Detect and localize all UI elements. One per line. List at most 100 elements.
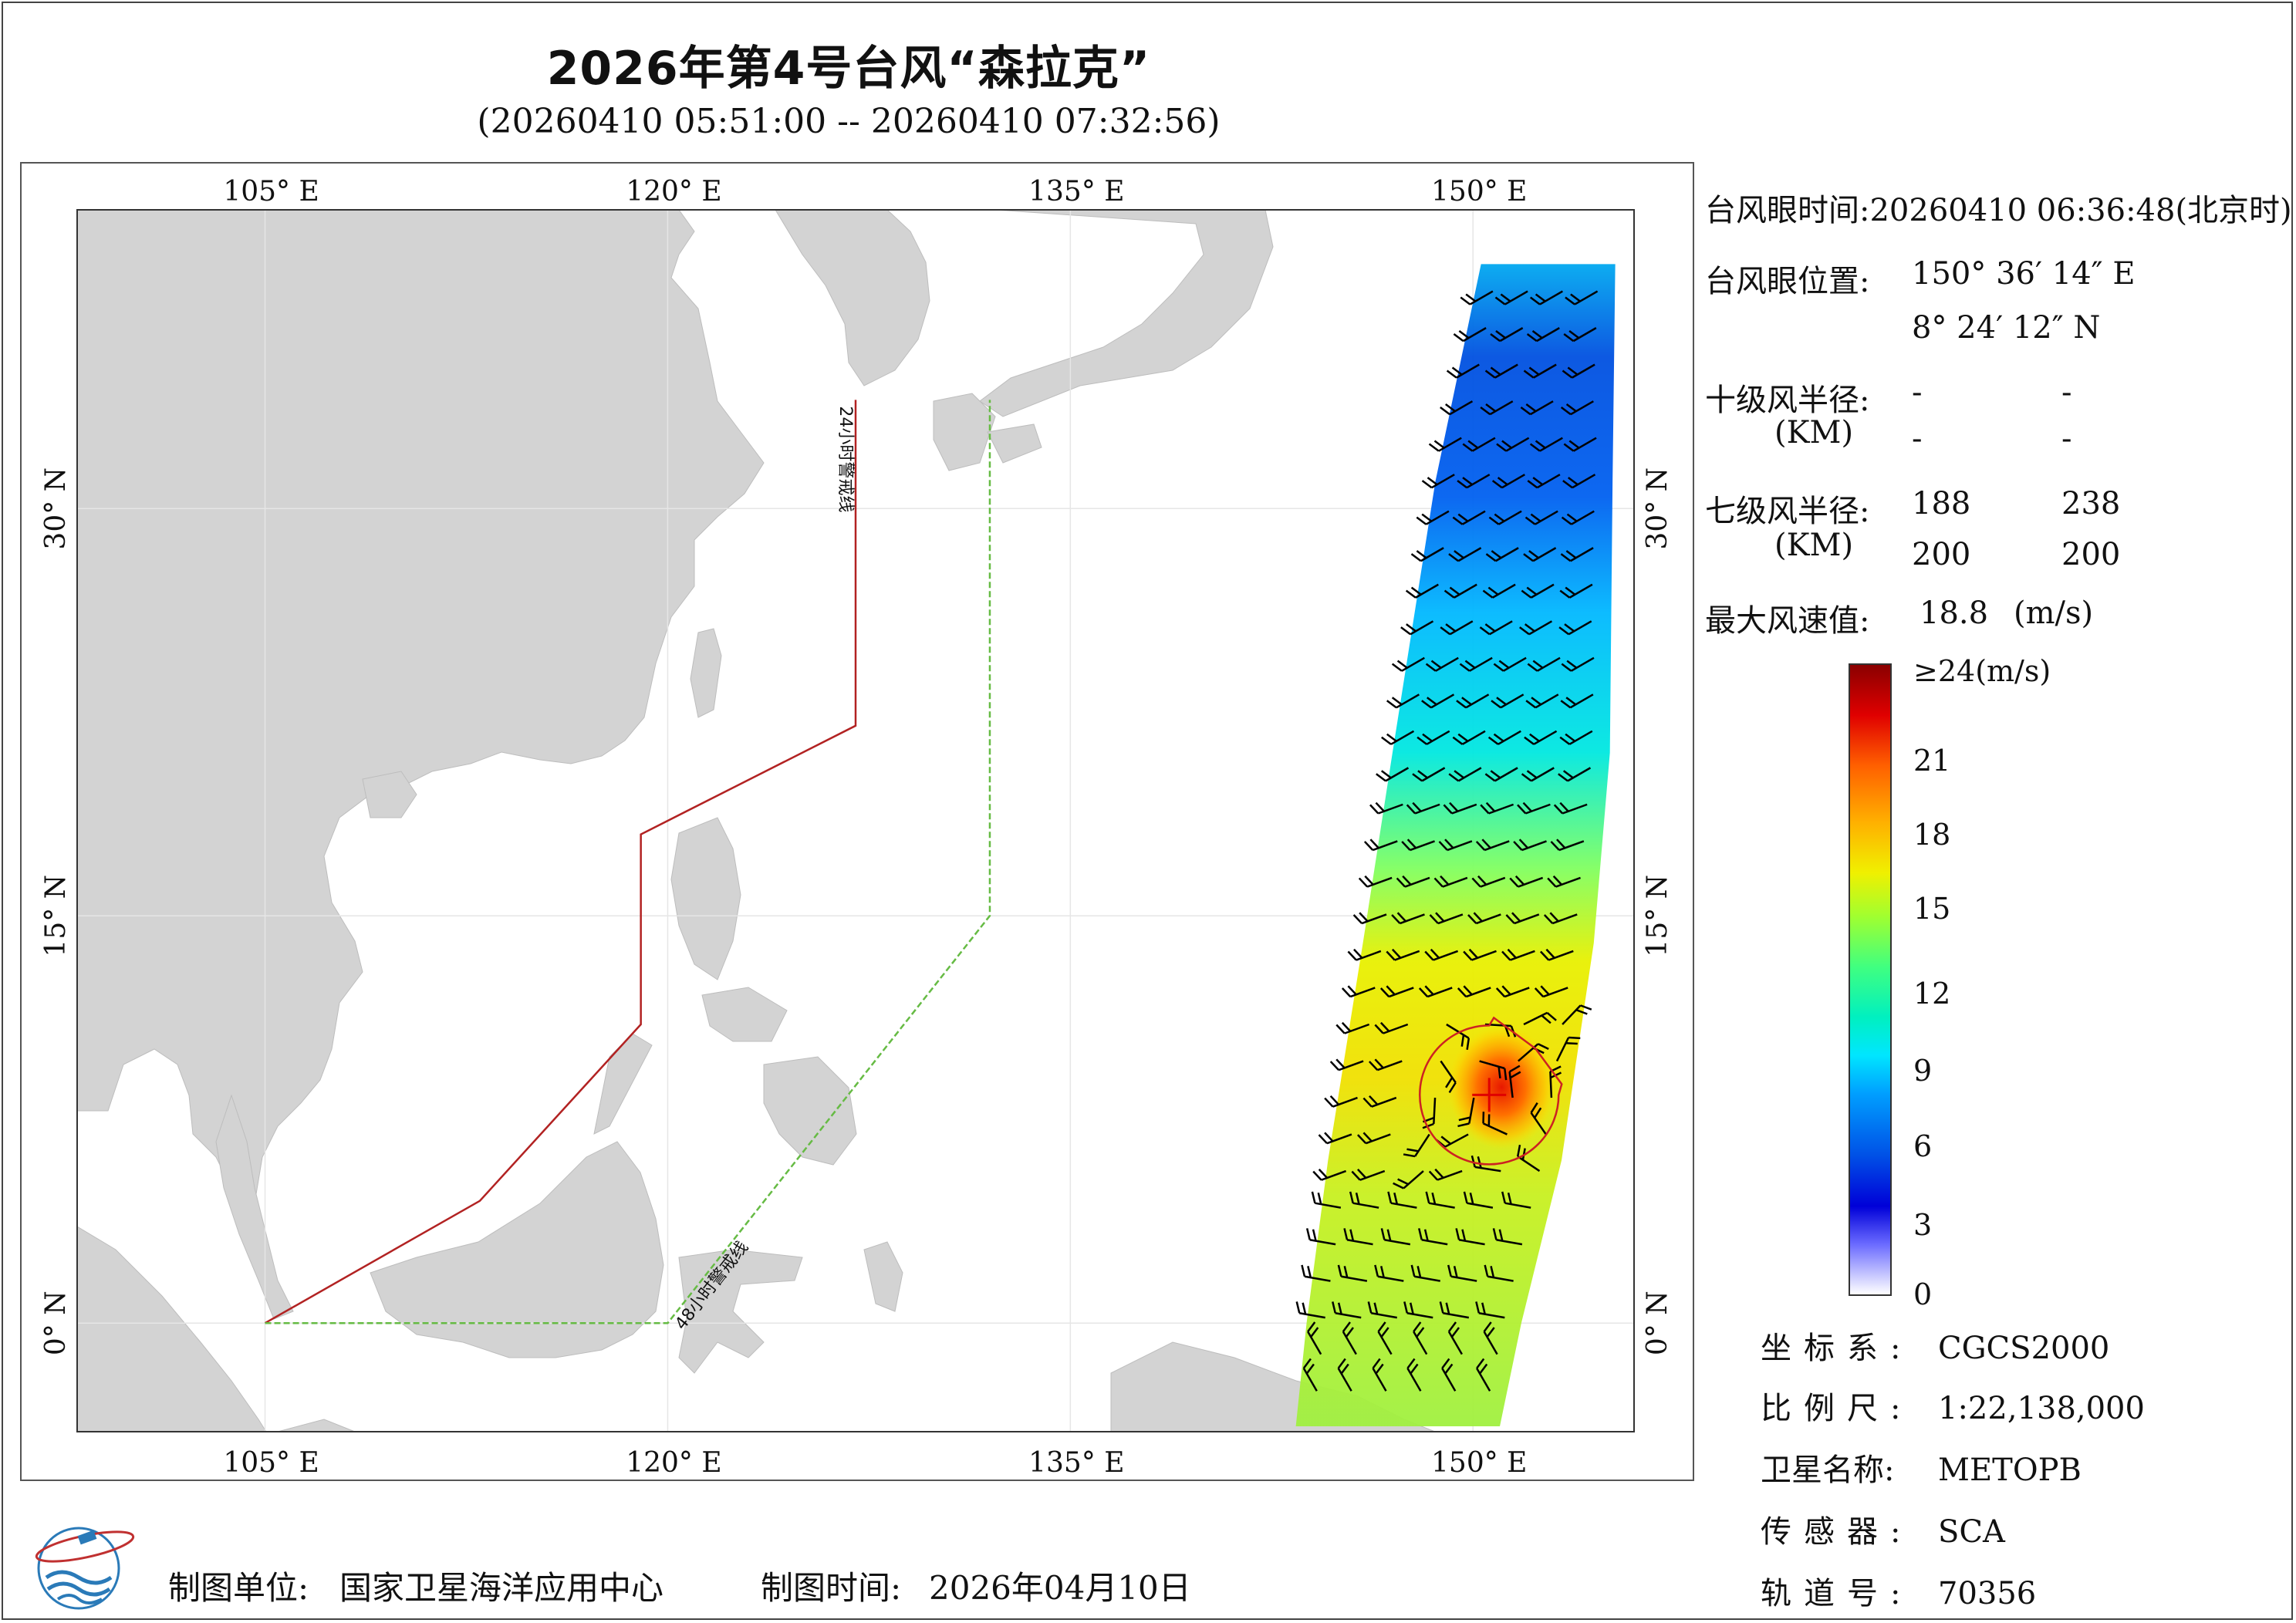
legend-tick-max: ≥24(m/s) (1913, 654, 2051, 688)
wind-barb (1457, 1097, 1475, 1128)
orbit-value: 70356 (1938, 1576, 2037, 1611)
wind-barb (1418, 985, 1453, 998)
wind-barb (1447, 1321, 1463, 1355)
wind-barb (1418, 1228, 1448, 1246)
warning-line-24h (264, 400, 857, 1324)
wind-barb (1439, 1301, 1470, 1319)
eye-time-label: 台风眼时间: (1705, 193, 1870, 228)
orbit-label: 轨道号: (1761, 1576, 1913, 1611)
nsoas-logo (35, 1527, 135, 1610)
wind-barb (1381, 730, 1415, 745)
wind-barb (1379, 985, 1414, 998)
lon-label-bottom: 150° E (1431, 1447, 1527, 1479)
wind-barb (1393, 1170, 1424, 1189)
wind-barb (1358, 875, 1393, 888)
wind-barb (1484, 363, 1518, 379)
producer-value: 国家卫星海洋应用中心 (339, 1569, 664, 1607)
scale-label: 比例尺: (1761, 1391, 1913, 1426)
wind-barbs (1295, 290, 1599, 1392)
wind-barb (1446, 1023, 1470, 1051)
wind-barb (1463, 1191, 1494, 1209)
wind-barb (1501, 948, 1535, 961)
land-masses (77, 210, 1436, 1432)
wind-barb (1452, 510, 1486, 525)
orbit-row: 轨道号: 70356 (1761, 1568, 2036, 1613)
wind-barb (1305, 1228, 1336, 1246)
wind-barb (1482, 583, 1516, 599)
wind-barb (1561, 656, 1595, 672)
land-sumatra (77, 1226, 267, 1432)
r10-se: - (1912, 421, 1923, 457)
r10-unit: (KM) (1774, 415, 1854, 450)
wind-barb (1494, 290, 1528, 305)
lat-label-left: 0° N (40, 1291, 72, 1355)
legend-tick-18: 18 (1913, 818, 1951, 852)
radius-7-contour (1419, 1016, 1563, 1166)
wind-barb (1452, 730, 1486, 745)
sensor-label: 传感器: (1761, 1514, 1913, 1550)
typhoon-eye-marker[interactable] (1472, 1078, 1507, 1112)
wind-barb (1416, 730, 1450, 745)
land-mindanao (763, 1056, 857, 1166)
wind-barb (1561, 510, 1595, 525)
wind-barb (1524, 510, 1558, 525)
wind-barb (1560, 693, 1594, 709)
wind-barb (1562, 1004, 1592, 1025)
wind-barb (1387, 1191, 1417, 1209)
wind-barb (1301, 1264, 1331, 1282)
wind-barb (1521, 583, 1555, 599)
wind-barb (1374, 1021, 1409, 1034)
lon-label-bottom: 105° E (223, 1447, 319, 1479)
land-malay-peninsula (215, 1094, 294, 1320)
wind-barb (1517, 801, 1551, 815)
wind-barb (1565, 290, 1599, 305)
wind-barb (1560, 547, 1594, 562)
wind-barb (1467, 912, 1501, 925)
wind-barb (1462, 437, 1496, 452)
wind-barb (1527, 474, 1561, 489)
wind-barb (1447, 1264, 1477, 1282)
wind-barb (1543, 912, 1578, 925)
wind-barb (1406, 1358, 1422, 1392)
wind-barb (1459, 656, 1493, 672)
wind-barb (1475, 838, 1510, 852)
wind-barb (1347, 948, 1382, 961)
land-luzon (670, 817, 741, 980)
r10-sw: - (2061, 421, 2072, 457)
wind-barb (1337, 1358, 1352, 1392)
wind-barb (1307, 1321, 1322, 1355)
wind-barb (1448, 547, 1482, 562)
wind-barb (1295, 1301, 1325, 1319)
wind-barb (1374, 1264, 1404, 1282)
wind-barb (1368, 1058, 1403, 1071)
warning-line-48h (265, 400, 991, 1324)
wind-barb (1391, 912, 1425, 925)
wind-barb (1363, 838, 1398, 852)
wind-barb (1457, 474, 1491, 489)
wind-barb (1425, 656, 1459, 672)
wind-barb (1562, 363, 1595, 379)
lon-label-top: 120° E (626, 176, 721, 208)
lat-label-left: 30° N (40, 467, 72, 550)
lon-label-top: 135° E (1028, 176, 1124, 208)
wind-barb (1479, 620, 1513, 636)
wind-barb (1391, 656, 1425, 672)
wind-barb (1484, 767, 1518, 782)
wind-barb (1520, 400, 1554, 416)
warning-line-24h-label: 24小时警戒线 (836, 406, 855, 512)
wind-barb (1509, 875, 1544, 888)
wind-barb (1456, 693, 1490, 709)
wind-barb (1540, 948, 1574, 961)
wind-barb (1396, 875, 1430, 888)
wind-barb (1527, 656, 1561, 672)
legend-tick-21: 21 (1913, 744, 1951, 778)
high-wind-core (1447, 1025, 1556, 1149)
wind-barb (1482, 1112, 1508, 1135)
land-shikoku (987, 423, 1042, 464)
wind-barb (1342, 1321, 1357, 1355)
lon-label-top: 105° E (223, 176, 319, 208)
wind-barb (1349, 1191, 1379, 1209)
wind-barb (1505, 912, 1540, 925)
